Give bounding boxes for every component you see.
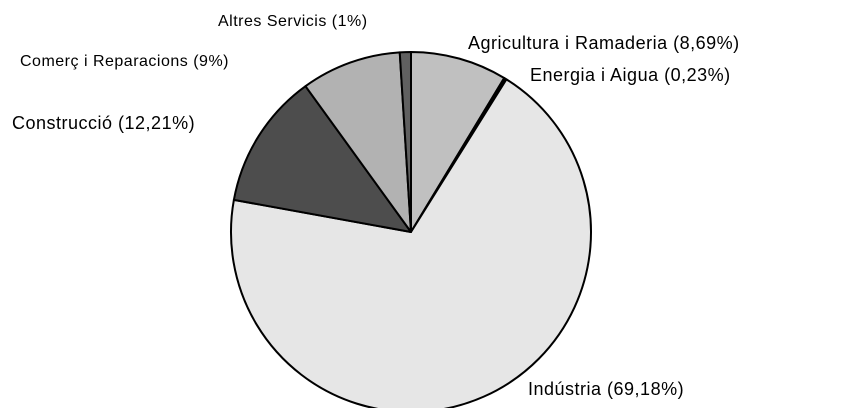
- pie-slice: [410, 51, 506, 233]
- pie-slice: [230, 78, 592, 408]
- slice-label: Construcció (12,21%): [12, 113, 195, 133]
- slice-label: Energia i Aigua (0,23%): [530, 65, 731, 85]
- slice-label: Altres Servicis (1%): [218, 13, 368, 30]
- slice-label: Indústria (69,18%): [528, 379, 684, 399]
- pie-slice: [304, 51, 412, 233]
- pie-slice: [232, 85, 412, 233]
- slice-label: Comerç i Reparacions (9%): [20, 53, 229, 70]
- pie-slice: [398, 51, 412, 233]
- slice-label: Agricultura i Ramaderia (8,69%): [468, 33, 740, 53]
